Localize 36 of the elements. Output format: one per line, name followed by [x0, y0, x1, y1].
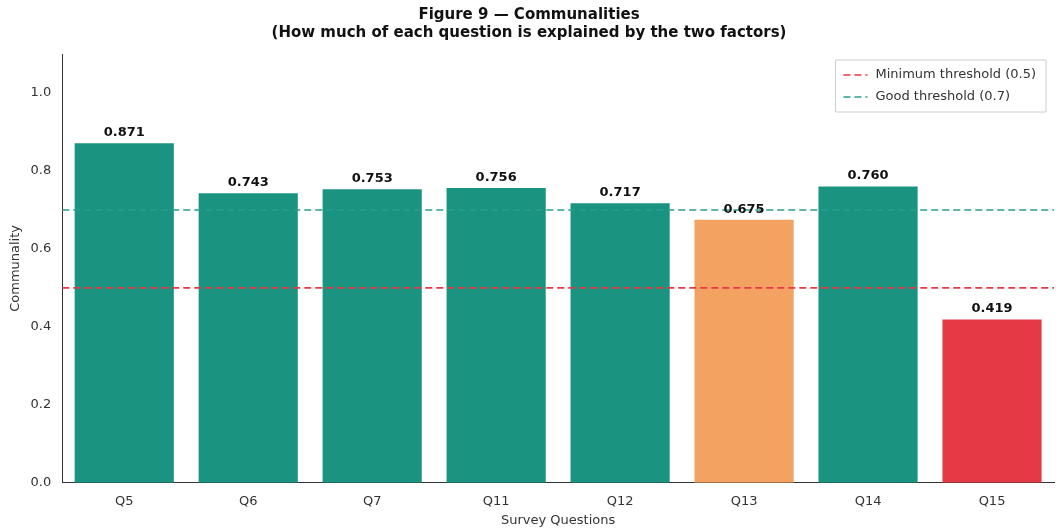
data-label: 0.675: [723, 200, 765, 216]
bar: [322, 189, 422, 483]
y-tick-label: 0.8: [30, 162, 52, 178]
data-label: 0.743: [227, 174, 269, 190]
bar: [694, 219, 794, 483]
x-tick-label: Q14: [854, 492, 882, 508]
data-label: 0.871: [103, 124, 145, 140]
data-label: 0.753: [351, 170, 393, 186]
bar: [198, 193, 298, 483]
x-tick-label: Q11: [482, 492, 510, 508]
x-tick-label: Q6: [238, 492, 258, 508]
data-label: 0.756: [475, 168, 517, 184]
x-axis-title: Survey Questions: [501, 511, 616, 527]
y-tick-label: 0.2: [30, 396, 52, 412]
chart-subtitle: (How much of each question is explained by the two factors): [271, 22, 787, 41]
y-tick-label: 0.0: [30, 474, 52, 490]
chart-title: Figure 9 — Communalities: [418, 4, 640, 23]
x-tick-label: Q15: [978, 492, 1006, 508]
y-axis-title: Communality: [7, 224, 23, 312]
legend-label: Minimum threshold (0.5): [875, 66, 1037, 82]
y-tick-label: 1.0: [30, 84, 52, 100]
bar: [74, 143, 174, 483]
x-tick-label: Q12: [606, 492, 634, 508]
bar: [942, 319, 1042, 483]
legend-label: Good threshold (0.7): [875, 88, 1010, 104]
bar: [570, 203, 670, 483]
y-tick-label: 0.6: [30, 240, 52, 256]
data-label: 0.419: [971, 300, 1013, 316]
x-tick-label: Q5: [115, 492, 134, 508]
data-label: 0.760: [847, 167, 889, 183]
bar: [818, 186, 918, 483]
x-tick-label: Q7: [362, 492, 382, 508]
y-tick-label: 0.4: [30, 318, 52, 334]
data-label: 0.717: [599, 184, 641, 200]
x-tick-label: Q13: [730, 492, 758, 508]
bar: [446, 188, 546, 483]
